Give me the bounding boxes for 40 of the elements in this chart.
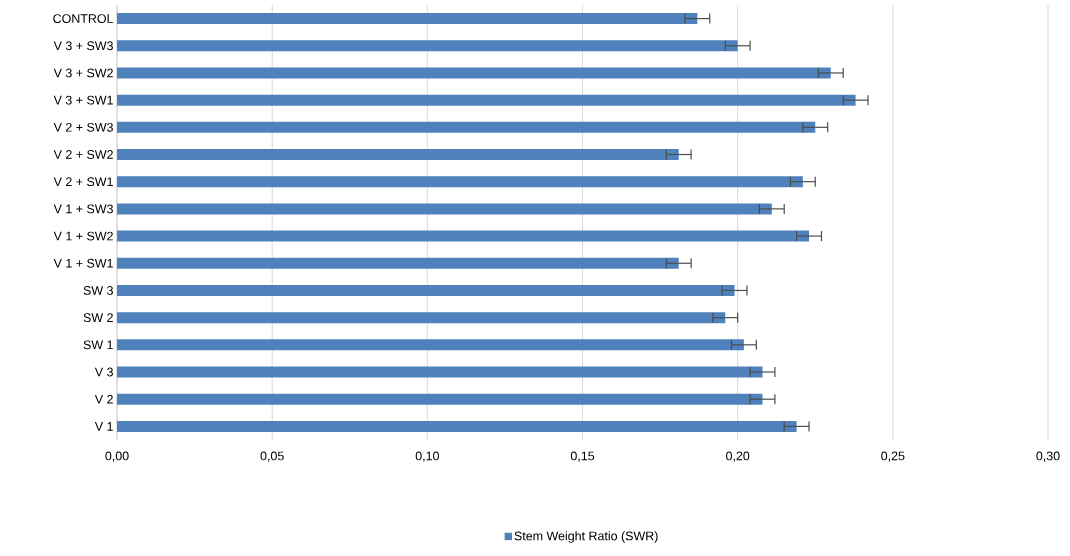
legend-label: Stem Weight Ratio (SWR) — [514, 531, 658, 543]
x-tick-label: 0,05 — [260, 451, 284, 462]
bar — [117, 230, 810, 242]
y-tick-label: V 2 + SW2 — [53, 150, 113, 159]
x-tick-label: 0,20 — [726, 451, 750, 462]
y-tick-label: V 1 + SW1 — [53, 258, 113, 268]
x-tick-label: 0,30 — [1036, 451, 1060, 462]
y-tick-label: V 2 + SW3 — [53, 122, 113, 132]
y-tick-label: V 2 — [94, 394, 113, 404]
bar — [117, 13, 698, 25]
bar — [117, 40, 738, 52]
bar — [117, 420, 797, 432]
y-tick-label: V 2 + SW1 — [53, 177, 113, 187]
y-tick-label: V 3 + SW2 — [53, 68, 113, 78]
y-tick-label: V 1 + SW2 — [53, 231, 113, 241]
bar — [117, 176, 803, 188]
y-tick-label: SW 3 — [83, 286, 113, 295]
bar — [117, 284, 735, 296]
x-tick-label: 0,10 — [415, 451, 439, 462]
y-tick-label: V 1 + SW3 — [53, 204, 113, 214]
bar — [117, 393, 763, 405]
bar — [117, 203, 772, 215]
x-tick-label: 0,00 — [105, 451, 129, 462]
y-tick-label: SW 2 — [83, 313, 113, 323]
y-tick-label: V 3 — [94, 367, 113, 377]
y-tick-label: V 3 + SW3 — [53, 41, 113, 51]
bar — [117, 121, 816, 133]
bar — [117, 257, 679, 269]
y-tick-label: CONTROL — [53, 14, 114, 23]
bar — [117, 312, 726, 324]
bar — [117, 94, 856, 106]
bar — [117, 339, 744, 351]
y-tick-label: SW 1 — [83, 340, 113, 350]
bar — [117, 149, 679, 161]
x-tick-label: 0,25 — [881, 451, 905, 462]
bar — [117, 67, 831, 79]
y-tick-label: V 3 + SW1 — [53, 95, 113, 105]
bar — [117, 366, 763, 378]
x-tick-label: 0,15 — [570, 451, 595, 462]
y-tick-label: V 1 — [94, 422, 113, 431]
